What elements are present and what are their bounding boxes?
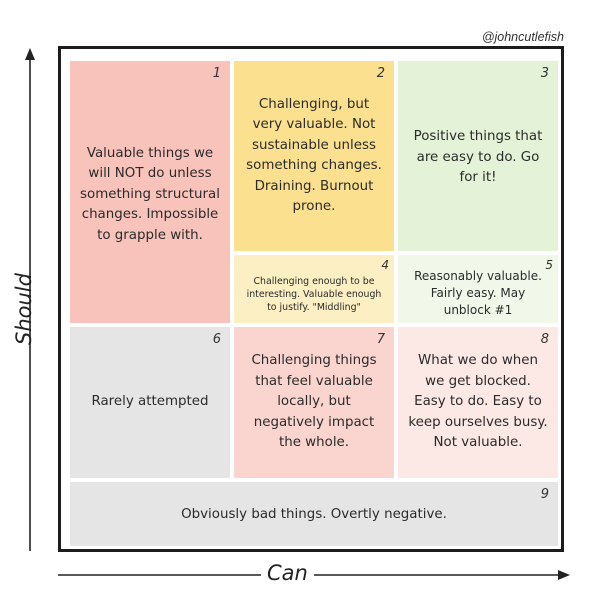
cell-number: 1 [212, 66, 221, 81]
cell-text: Obviously bad things. Overtly negative. [181, 506, 447, 522]
cell-text: Rarely attempted [91, 394, 209, 410]
cell-text: Valuable things we will NOT do unless so… [80, 145, 220, 243]
cell-number: 9 [540, 487, 549, 502]
cell-text: Reasonably valuable. Fairly easy. May un… [414, 268, 542, 317]
y-axis-arrow [20, 48, 40, 552]
cell-4: 4 Challenging enough to be interesting. … [234, 255, 394, 323]
cell-text: What we do when we get blocked. Easy to … [408, 353, 548, 451]
y-axis-arrow-svg [25, 48, 35, 551]
x-axis-label: Can [261, 561, 314, 585]
cell-number: 2 [376, 66, 385, 81]
cell-number: 4 [381, 258, 389, 272]
cell-text: Challenging things that feel valuable lo… [251, 353, 377, 451]
cell-number: 7 [376, 332, 385, 347]
author-handle: @johncutlefish [481, 30, 564, 44]
cell-text: Challenging enough to be interesting. Va… [246, 275, 382, 313]
cell-3: 3 Positive things that are easy to do. G… [398, 61, 558, 251]
matrix-frame: 1 Valuable things we will NOT do unless … [58, 46, 564, 552]
cell-number: 6 [212, 332, 221, 347]
cell-number: 5 [545, 258, 553, 272]
cell-9: 9 Obviously bad things. Overtly negative… [70, 482, 558, 546]
cell-text: Positive things that are easy to do. Go … [413, 129, 543, 186]
x-axis-arrow [58, 565, 572, 585]
cell-1: 1 Valuable things we will NOT do unless … [70, 61, 230, 323]
cell-2: 2 Challenging, but very valuable. Not su… [234, 61, 394, 251]
y-axis-label: Should [12, 273, 36, 345]
cell-number: 3 [540, 66, 549, 81]
cell-8: 8 What we do when we get blocked. Easy t… [398, 327, 558, 478]
cell-5: 5 Reasonably valuable. Fairly easy. May … [398, 255, 558, 323]
x-axis-arrow-svg [58, 570, 570, 580]
cell-text: Challenging, but very valuable. Not sust… [246, 96, 382, 215]
cell-number: 8 [540, 332, 549, 347]
cell-7: 7 Challenging things that feel valuable … [234, 327, 394, 478]
cell-6: 6 Rarely attempted [70, 327, 230, 478]
